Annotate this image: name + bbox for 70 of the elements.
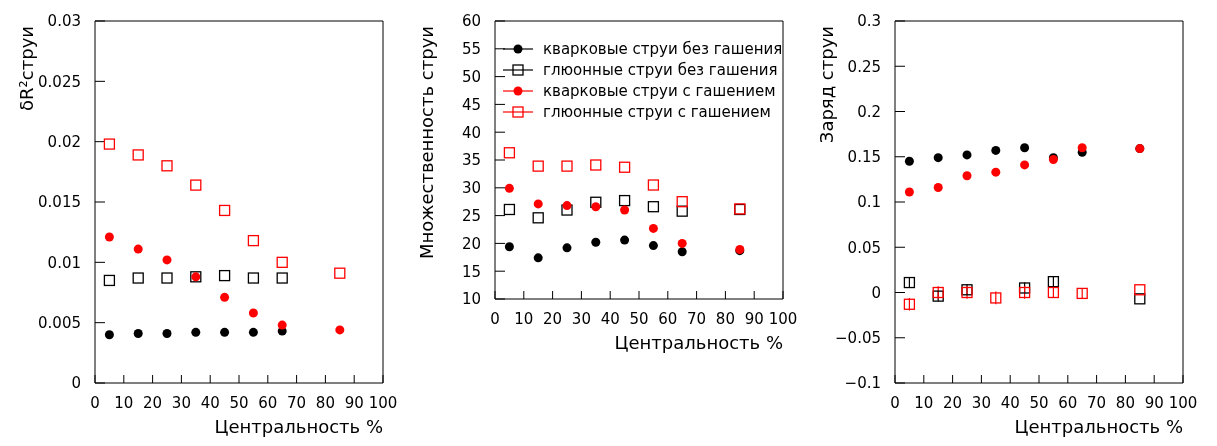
- x-tick-label: 0: [890, 393, 900, 412]
- x-tick-label: 30: [571, 309, 591, 328]
- y-tick-label: 0.03: [47, 12, 81, 31]
- x-tick-label: 10: [514, 309, 534, 328]
- x-tick-label: 100: [1168, 393, 1198, 412]
- legend-label: глюонные струи без гашения: [543, 60, 778, 79]
- x-tick-label: 80: [1115, 393, 1135, 412]
- x-tick-label: 30: [971, 393, 991, 412]
- y-tick-label: 0.005: [38, 313, 81, 332]
- y-tick-label: 0.1: [857, 193, 881, 212]
- legend-label: глюонные струи с гашением: [543, 102, 771, 121]
- x-tick-label: 50: [629, 309, 649, 328]
- y-tick-label: 0: [71, 374, 81, 393]
- x-tick-label: 30: [171, 393, 191, 412]
- x-tick-label: 20: [143, 393, 163, 412]
- y-axis-title: Множественность струи: [415, 26, 437, 260]
- x-tick-label: 80: [715, 309, 735, 328]
- y-tick-label: 0.02: [47, 132, 81, 151]
- x-axis-title: Центральность %: [214, 416, 383, 437]
- x-tick-label: 20: [543, 309, 563, 328]
- x-tick-label: 60: [258, 393, 278, 412]
- x-tick-label: 60: [1058, 393, 1078, 412]
- x-tick-label: 90: [1144, 393, 1164, 412]
- y-tick-label: 15: [461, 262, 481, 281]
- y-tick-label: 10: [461, 290, 481, 309]
- x-tick-label: 10: [114, 393, 134, 412]
- y-tick-label: 0.01: [47, 253, 81, 272]
- y-axis-title: δR²струи: [15, 26, 37, 111]
- x-tick-label: 70: [1087, 393, 1107, 412]
- x-tick-label: 90: [744, 309, 764, 328]
- x-tick-label: 0: [490, 309, 500, 328]
- y-tick-label: 0.2: [857, 102, 881, 121]
- y-tick-label: 0.025: [38, 72, 81, 91]
- y-tick-label: 0: [871, 283, 881, 302]
- y-tick-label: 0.015: [38, 193, 81, 212]
- y-tick-label: 20: [461, 234, 481, 253]
- y-tick-label: 45: [461, 95, 481, 114]
- y-tick-label: −0.05: [835, 329, 881, 348]
- legend-label: кварковые струи без гашения: [543, 39, 783, 58]
- x-tick-label: 40: [1000, 393, 1020, 412]
- x-tick-label: 80: [315, 393, 335, 412]
- x-tick-label: 50: [229, 393, 249, 412]
- y-tick-label: 30: [461, 179, 481, 198]
- x-tick-label: 70: [287, 393, 307, 412]
- y-tick-label: 0.05: [847, 238, 881, 257]
- x-tick-label: 40: [600, 309, 620, 328]
- x-tick-label: 100: [368, 393, 398, 412]
- y-tick-label: 55: [461, 40, 481, 59]
- y-axis-title: Заряд струи: [815, 26, 837, 144]
- y-tick-label: 25: [461, 206, 481, 225]
- x-tick-label: 20: [943, 393, 963, 412]
- x-tick-label: 50: [1029, 393, 1049, 412]
- y-tick-label: 50: [461, 67, 481, 86]
- x-tick-label: 100: [768, 309, 798, 328]
- x-axis-title: Центральность %: [1014, 416, 1183, 437]
- y-tick-label: 0.15: [847, 148, 881, 167]
- y-tick-label: 40: [461, 123, 481, 142]
- x-tick-label: 60: [658, 309, 678, 328]
- legend-label: кварковые струи с гашением: [543, 81, 776, 100]
- x-tick-label: 0: [90, 393, 100, 412]
- x-tick-label: 70: [687, 309, 707, 328]
- x-tick-label: 10: [914, 393, 934, 412]
- y-tick-label: 0.25: [847, 57, 881, 76]
- y-tick-label: 35: [461, 151, 481, 170]
- x-axis-title: Центральность %: [614, 332, 783, 353]
- y-tick-label: −0.1: [844, 374, 881, 393]
- y-tick-label: 0.3: [857, 12, 881, 31]
- y-tick-label: 60: [461, 12, 481, 31]
- x-tick-label: 90: [344, 393, 364, 412]
- x-tick-label: 40: [200, 393, 220, 412]
